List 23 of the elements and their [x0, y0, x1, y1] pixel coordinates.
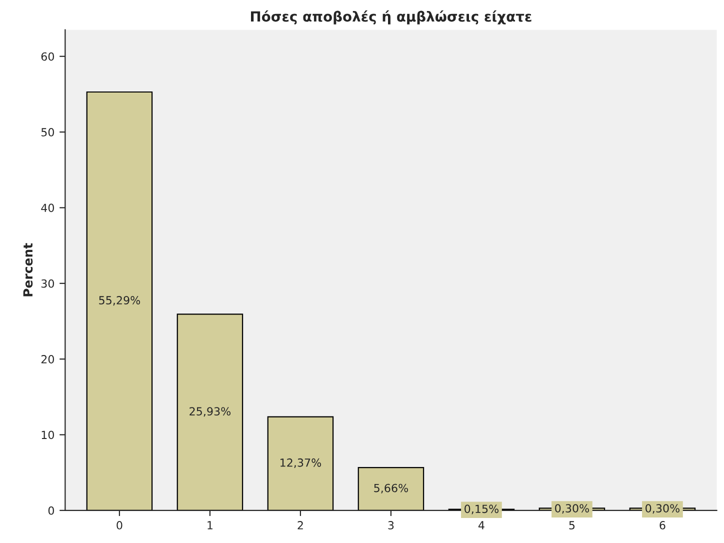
data-label: 12,37% — [280, 458, 322, 468]
y-tick-label: 0 — [48, 506, 54, 515]
y-tick-label: 30 — [41, 279, 54, 288]
x-tick-label: 1 — [208, 521, 212, 530]
x-tick-label: 2 — [298, 521, 303, 530]
data-label: 5,66% — [374, 484, 408, 494]
y-tick-label: 50 — [41, 128, 54, 136]
y-tick-label: 40 — [41, 204, 54, 212]
data-label: 55,29% — [99, 296, 140, 306]
bar — [86, 91, 153, 510]
y-tick-label: 60 — [41, 52, 54, 61]
x-tick-label: 0 — [116, 521, 122, 530]
chart-title: Πόσες αποβολές ή αμβλώσεις είχατε — [250, 10, 532, 24]
x-tick-label: 3 — [388, 521, 394, 530]
bar — [267, 416, 334, 510]
y-axis-title: Percent — [23, 243, 33, 296]
y-tick-label: 20 — [41, 355, 54, 364]
y-tick-label: 10 — [42, 430, 54, 440]
x-tick-label: 6 — [660, 521, 666, 530]
x-tick-label: 5 — [569, 521, 575, 530]
bar — [176, 314, 244, 510]
data-label: 25,93% — [190, 407, 231, 417]
x-tick-label: 4 — [478, 521, 484, 530]
